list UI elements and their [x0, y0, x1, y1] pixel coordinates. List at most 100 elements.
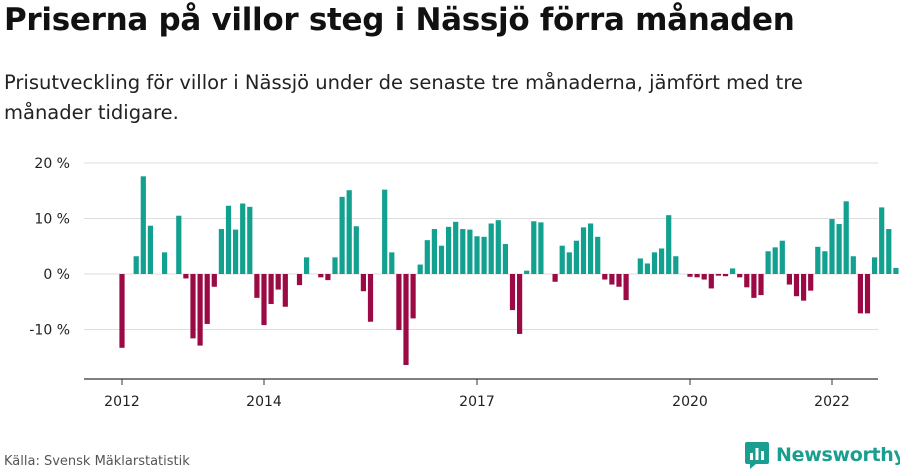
bar: [673, 256, 679, 274]
bar: [502, 244, 508, 274]
brand-logo: Newsworthy: [744, 440, 900, 470]
newsworthy-logo-icon: [745, 442, 769, 469]
bar: [325, 274, 331, 281]
x-tick-label: 2014: [246, 394, 282, 410]
bar: [162, 252, 168, 274]
bar: [623, 274, 629, 301]
bar: [254, 274, 260, 298]
bar: [517, 274, 523, 334]
bar: [779, 240, 785, 274]
bar: [879, 207, 885, 274]
bar: [389, 252, 395, 274]
bar: [240, 203, 246, 274]
bar: [410, 274, 416, 319]
y-tick-label: -10 %: [29, 323, 70, 339]
bar: [737, 274, 743, 278]
bar: [403, 274, 409, 366]
bar: [801, 274, 807, 301]
bar: [147, 225, 153, 274]
bar: [133, 256, 139, 274]
bar: [850, 256, 856, 274]
bar: [509, 274, 516, 311]
bar: [467, 229, 473, 274]
bar: [538, 222, 544, 274]
bar: [247, 206, 253, 274]
bar: [659, 248, 665, 274]
bar: [382, 189, 388, 274]
x-tick-label: 2022: [814, 394, 850, 410]
x-tick-label: 2012: [104, 394, 140, 410]
bar: [197, 274, 203, 346]
bar: [722, 274, 729, 277]
bar: [460, 229, 466, 274]
bar: [218, 229, 224, 274]
y-tick-label: 20 %: [34, 156, 70, 172]
bar: [417, 264, 423, 274]
bar: [751, 274, 757, 298]
bar: [744, 274, 750, 288]
bar: [296, 274, 303, 286]
bar: [282, 274, 288, 307]
bar: [893, 267, 899, 274]
bar: [424, 240, 430, 274]
bar: [772, 247, 778, 274]
x-tick-label: 2020: [672, 394, 708, 410]
bar: [176, 215, 182, 274]
bar: [233, 229, 239, 274]
bar: [438, 245, 445, 274]
bar: [275, 274, 281, 290]
bar: [588, 223, 594, 274]
bar: [602, 274, 608, 280]
bar: [225, 205, 232, 274]
bar: [637, 258, 643, 274]
bar: [786, 274, 792, 285]
bar: [857, 274, 863, 314]
bar: [318, 274, 324, 278]
bar: [651, 252, 658, 274]
bar: [609, 274, 615, 285]
bar: [474, 236, 480, 274]
bar: [396, 274, 402, 331]
bar: [367, 274, 374, 322]
bar: [808, 274, 814, 291]
bar: [552, 274, 558, 282]
bar: [268, 274, 274, 304]
brand-name: Newsworthy: [776, 444, 900, 466]
bar: [353, 226, 359, 274]
bar: [836, 224, 842, 274]
bar: [446, 226, 452, 274]
bar: [204, 274, 210, 324]
bar: [715, 274, 721, 276]
bar: [481, 236, 487, 274]
bar: [765, 251, 771, 274]
bar: [559, 245, 565, 274]
bar: [864, 274, 871, 314]
bar: [190, 274, 196, 339]
bar: [872, 257, 878, 274]
bar: [339, 196, 345, 274]
bar: [886, 229, 892, 274]
y-tick-label: 0 %: [43, 267, 70, 283]
bar: [183, 274, 189, 279]
bar: [829, 219, 835, 274]
bar: [140, 176, 146, 274]
bar: [304, 257, 310, 274]
bar: [708, 274, 714, 289]
bar: [666, 215, 672, 274]
bar: [580, 227, 587, 274]
bar: [346, 190, 352, 274]
source-note: Källa: Svensk Mäklarstatistik: [4, 454, 190, 469]
chart-subtitle: Prisutveckling för villor i Nässjö under…: [4, 71, 803, 124]
bar: [701, 274, 707, 280]
bar: [453, 221, 459, 274]
bar: [488, 223, 494, 274]
bar: [261, 274, 267, 326]
x-tick-label: 2017: [459, 394, 495, 410]
bar: [843, 201, 849, 274]
bar: [815, 246, 821, 274]
bar: [694, 274, 700, 278]
bar: [495, 220, 501, 274]
bar: [211, 274, 217, 287]
bar: [595, 236, 601, 274]
bar: [573, 240, 579, 274]
